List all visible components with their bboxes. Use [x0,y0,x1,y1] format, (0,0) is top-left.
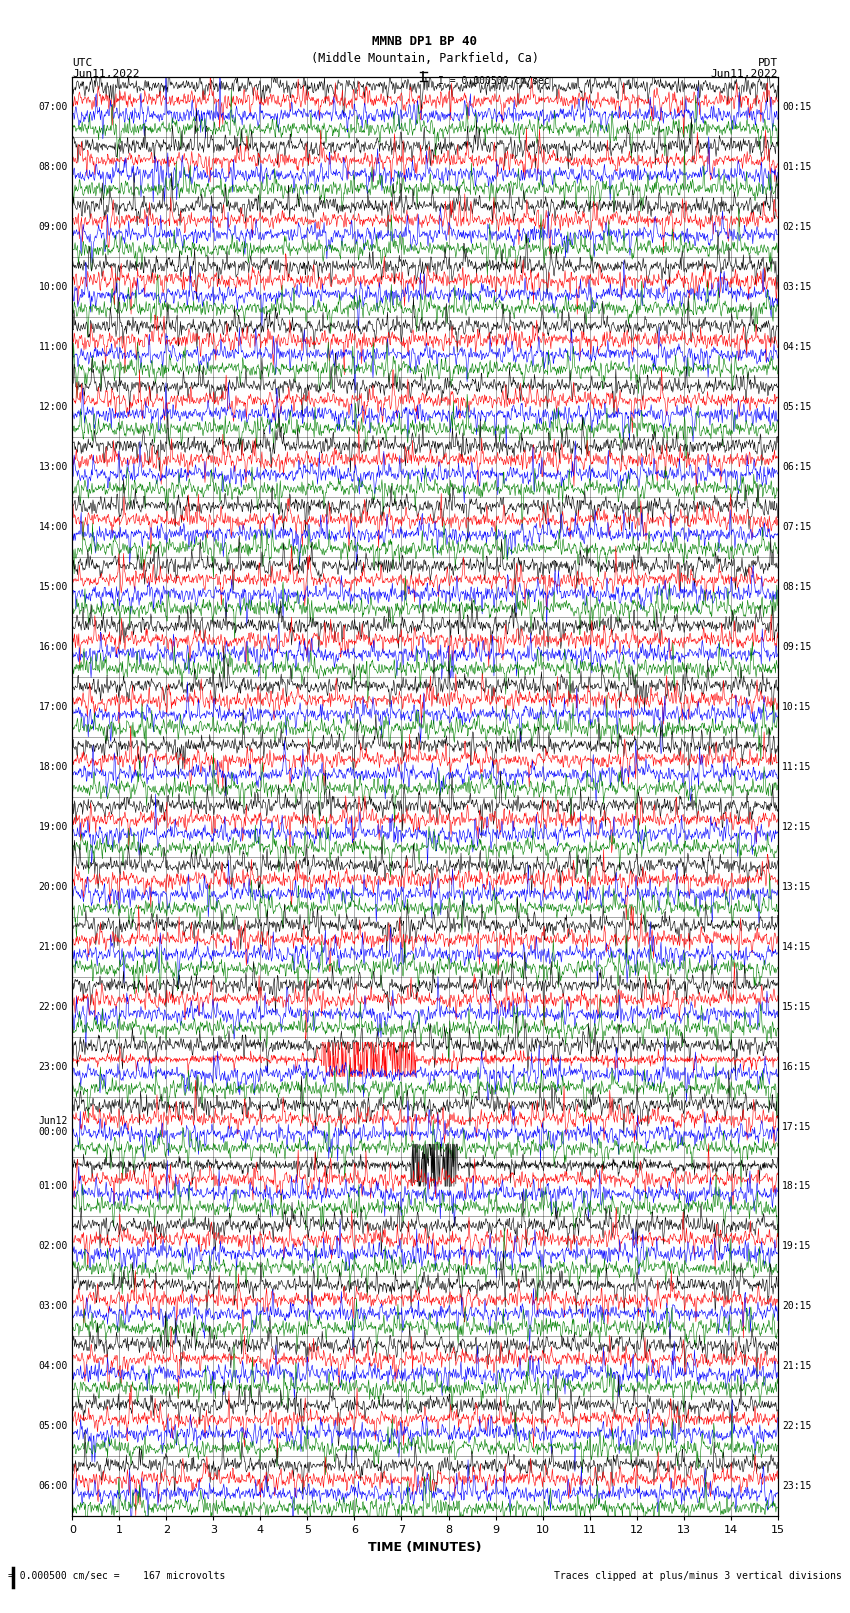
Text: Traces clipped at plus/minus 3 vertical divisions: Traces clipped at plus/minus 3 vertical … [553,1571,842,1581]
Text: Jun11,2022: Jun11,2022 [72,69,139,79]
Text: UTC: UTC [72,58,93,68]
Text: (Middle Mountain, Parkfield, Ca): (Middle Mountain, Parkfield, Ca) [311,52,539,65]
Text: Jun11,2022: Jun11,2022 [711,69,778,79]
Text: MMNB DP1 BP 40: MMNB DP1 BP 40 [372,35,478,48]
X-axis label: TIME (MINUTES): TIME (MINUTES) [368,1540,482,1553]
Text: I = 0.000500 cm/sec: I = 0.000500 cm/sec [438,76,549,85]
Text: = 0.000500 cm/sec =    167 microvolts: = 0.000500 cm/sec = 167 microvolts [8,1571,226,1581]
Text: PDT: PDT [757,58,778,68]
